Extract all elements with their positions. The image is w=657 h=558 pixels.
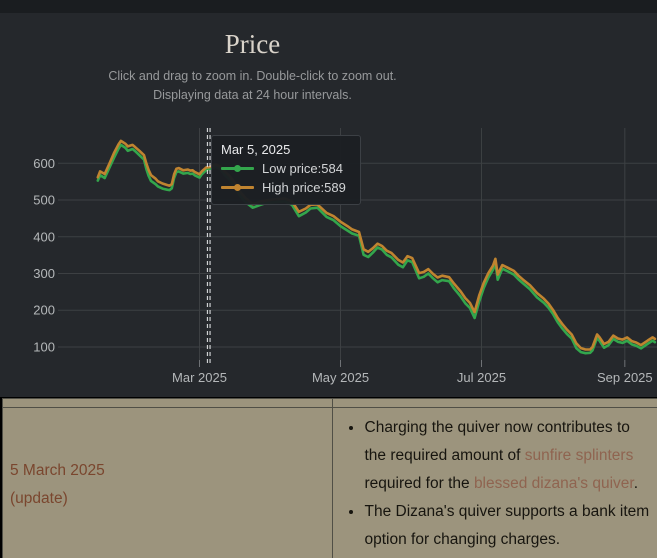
tooltip-separator: :: [320, 180, 325, 195]
table-row-update: 5 March 2025 (update) Charging the quive…: [2, 407, 657, 558]
tooltip-high-label: High price: [262, 180, 321, 195]
updates-section: 5 March 2025 (update) Charging the quive…: [0, 397, 657, 558]
y-axis-label: 600: [33, 156, 55, 171]
updates-table: 5 March 2025 (update) Charging the quive…: [2, 398, 657, 558]
y-axis-label: 400: [33, 229, 55, 244]
x-axis-label: Mar 2025: [172, 370, 227, 385]
update-notes-list: Charging the quiver now contributes to t…: [333, 414, 656, 554]
y-axis-label: 200: [33, 303, 55, 318]
chart-tooltip: Mar 5, 2025 Low price : 584 High price :…: [211, 135, 361, 205]
empty-cell: [331, 398, 657, 408]
x-axis-label: May 2025: [312, 370, 369, 385]
wiki-link[interactable]: blessed dizana's quiver: [473, 475, 634, 492]
x-axis-label: Sep 2025: [597, 370, 653, 385]
low-price-legend-line-icon: [221, 165, 254, 172]
low-price-line: [96, 143, 657, 355]
note-text: The Dizana's quiver supports a bank item…: [364, 503, 650, 548]
tooltip-high-row: High price : 589: [221, 178, 350, 197]
tooltip-high-value: 589: [324, 180, 346, 195]
price-chart-panel: Price Click and drag to zoom in. Double-…: [0, 13, 657, 397]
empty-cell: [2, 398, 333, 408]
high-price-legend-line-icon: [221, 184, 254, 191]
y-axis-label: 100: [33, 339, 55, 354]
x-axis-label: Jul 2025: [457, 370, 506, 385]
tooltip-low-label: Low price: [262, 161, 318, 176]
update-note-item: Charging the quiver now contributes to t…: [364, 414, 656, 498]
table-row-previous: [2, 398, 657, 408]
tooltip-date: Mar 5, 2025: [221, 142, 291, 157]
tooltip-low-value: 584: [321, 161, 343, 176]
tooltip-separator: :: [317, 161, 322, 176]
chart-header: Price: [0, 29, 505, 59]
y-axis-label: 500: [33, 193, 55, 208]
high-price-line: [96, 139, 657, 351]
page-top-strip: [0, 0, 657, 13]
note-text: .: [633, 475, 639, 492]
note-text: required for the: [364, 475, 474, 492]
update-date-cell: 5 March 2025 (update): [2, 407, 333, 558]
y-axis-label: 300: [33, 266, 55, 281]
tooltip-low-row: Low price : 584: [221, 159, 350, 178]
update-notes-cell: Charging the quiver now contributes to t…: [331, 407, 657, 558]
note-text: Charging the quiver now contributes to t…: [364, 419, 630, 464]
chart-subtitle-zoom-hint: Click and drag to zoom in. Double-click …: [108, 69, 397, 83]
update-link[interactable]: (update): [10, 490, 68, 507]
chart-title: Price: [224, 29, 281, 59]
date-link[interactable]: 5 March 2025: [10, 462, 105, 479]
chart-subtitle-interval: Displaying data at 24 hour intervals.: [153, 88, 352, 102]
update-note-item: The Dizana's quiver supports a bank item…: [364, 498, 656, 554]
wiki-link[interactable]: sunfire splinters: [524, 447, 634, 464]
